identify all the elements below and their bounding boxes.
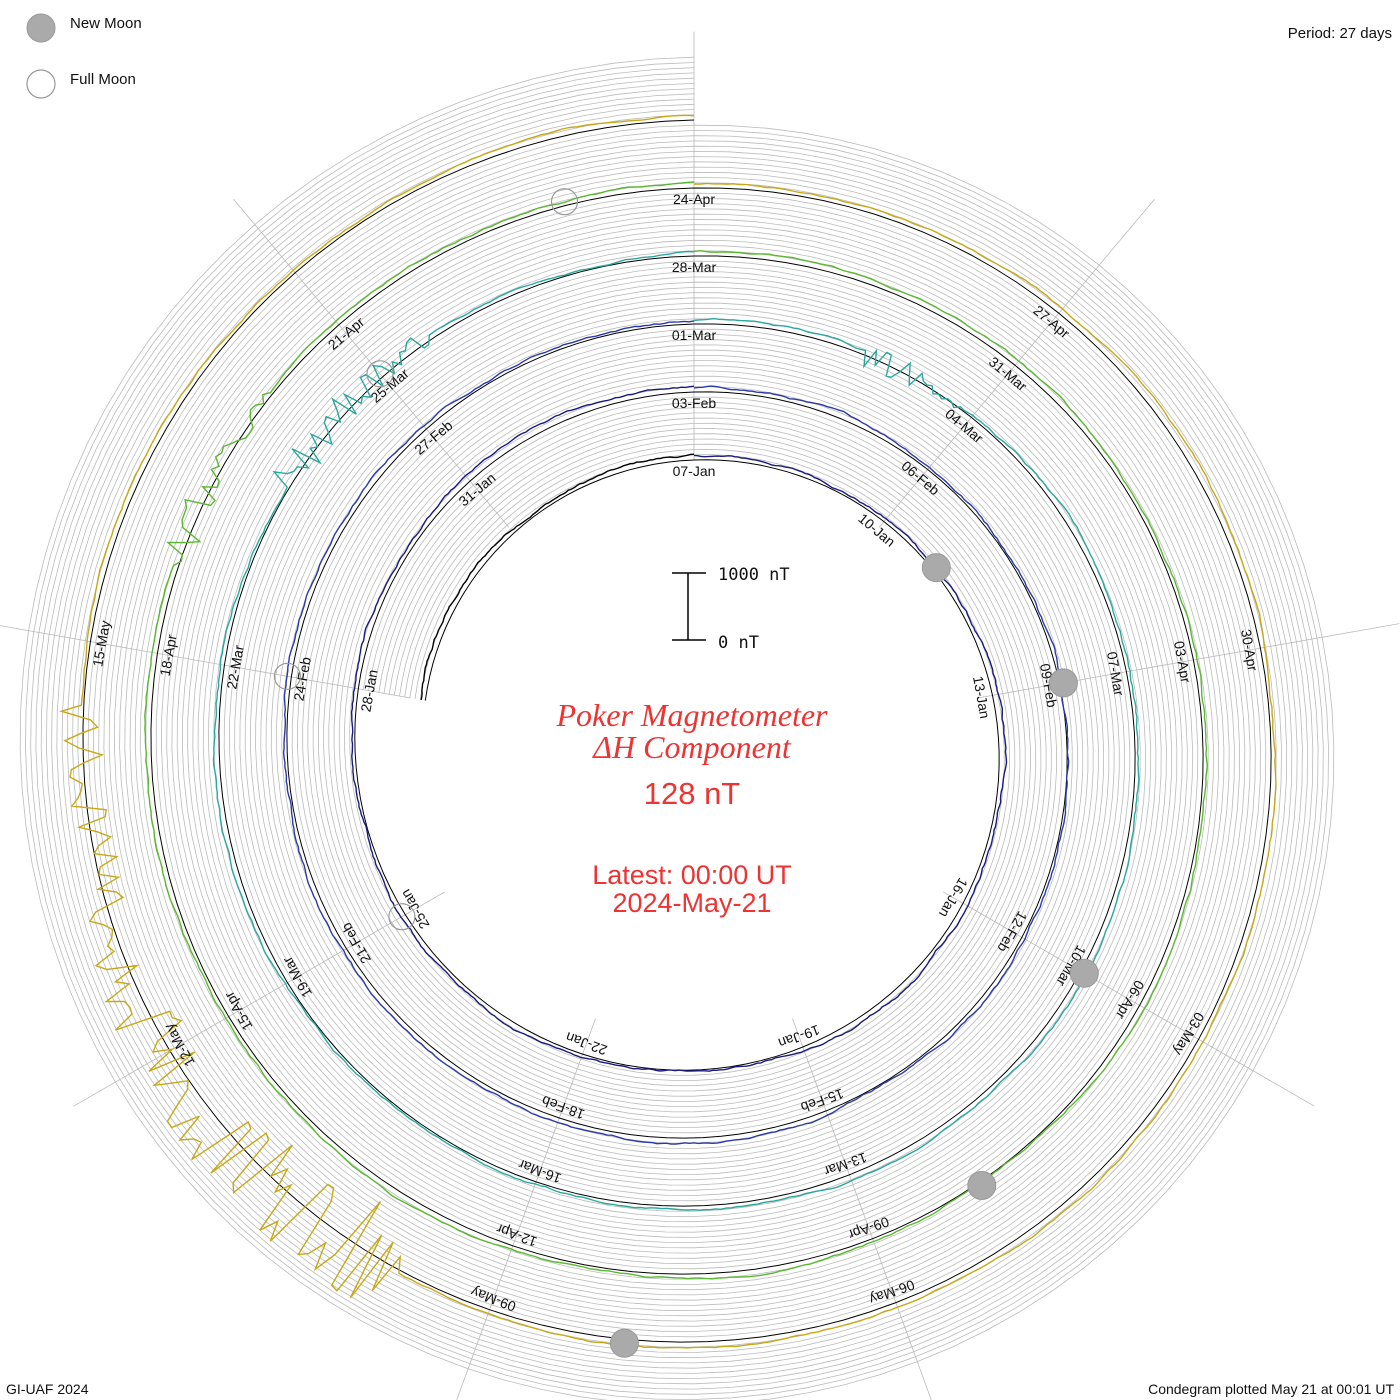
new-moon-marker [1048,668,1078,698]
footer-plot-time: Condegram plotted May 21 at 00:01 UT [1148,1381,1394,1397]
grid-ring [35,72,1319,1390]
series-line [350,385,1008,1072]
full-moon-marker [550,188,579,216]
new-moon-marker [609,1328,639,1358]
latest-date: 2024-May-21 [612,888,771,918]
date-label: 07-Mar [1104,650,1128,697]
new-moon-legend-label: New Moon [70,15,142,32]
grid-layer [0,31,1400,1400]
grid-ring [56,93,1298,1369]
grid-spoke [0,625,411,699]
full-moon-marker [388,903,416,931]
reference-spiral-layer [82,119,1272,1343]
date-label: 03-Apr [1171,640,1194,684]
date-label: 28-Mar [672,259,717,275]
footer-credit: GI-UAF 2024 [6,1381,89,1397]
date-label: 01-Mar [672,327,717,343]
moon-marker-layer [273,188,1099,1358]
grid-spoke [233,198,510,528]
date-label: 07-Jan [673,463,716,479]
full-moon-marker [366,360,394,388]
grid-spoke [943,891,1315,1107]
scale-bottom-label: 0 nT [718,633,759,653]
period-label: Period: 27 days [1288,25,1392,42]
grid-spoke [73,891,445,1107]
new-moon-legend-icon [26,13,56,43]
date-label: 30-Apr [1238,628,1261,672]
full-moon-legend-label: Full Moon [70,71,136,88]
date-label: 22-Jan [563,1029,609,1059]
full-moon-legend-icon [26,69,56,99]
grid-spoke [878,198,1155,528]
grid-ring [40,77,1314,1385]
grid-ring [19,56,1335,1400]
series-line [58,114,1277,1349]
data-series-layer [58,114,1277,1349]
grid-spoke [456,1018,596,1400]
date-label: 24-Apr [673,191,715,207]
date-label: 15-May [89,619,113,668]
grid-spoke [792,1018,932,1400]
scale-bar [672,572,706,641]
chart-title-line1: Poker Magnetometer [555,697,828,733]
grid-spoke [977,623,1400,699]
grid-ring [51,88,1303,1374]
grid-ring [66,103,1288,1359]
reference-spiral [82,119,1272,1343]
full-moon-marker [273,662,301,690]
series-line [420,453,695,701]
date-label: 13-Jan [970,675,993,720]
new-moon-marker [967,1171,997,1200]
date-label: 22-Mar [223,644,247,691]
date-label: 03-Feb [672,395,717,411]
new-moon-marker [1069,958,1099,988]
series-line [282,320,1070,1145]
grid-ring [30,67,1324,1395]
new-moon-marker [921,553,951,583]
series-line [212,250,1140,1211]
date-label: 28-Jan [357,668,380,713]
latest-time: Latest: 00:00 UT [592,860,792,890]
grid-ring [61,98,1293,1364]
chart-title-line2: ΔH Component [591,729,792,765]
baseline-value: 128 nT [644,776,741,811]
grid-ring [45,83,1309,1380]
grid-ring [25,62,1329,1400]
series-line [144,181,1209,1280]
scale-top-label: 1000 nT [718,565,790,585]
grid-ring [72,109,1282,1353]
date-label: 18-Apr [157,633,180,677]
